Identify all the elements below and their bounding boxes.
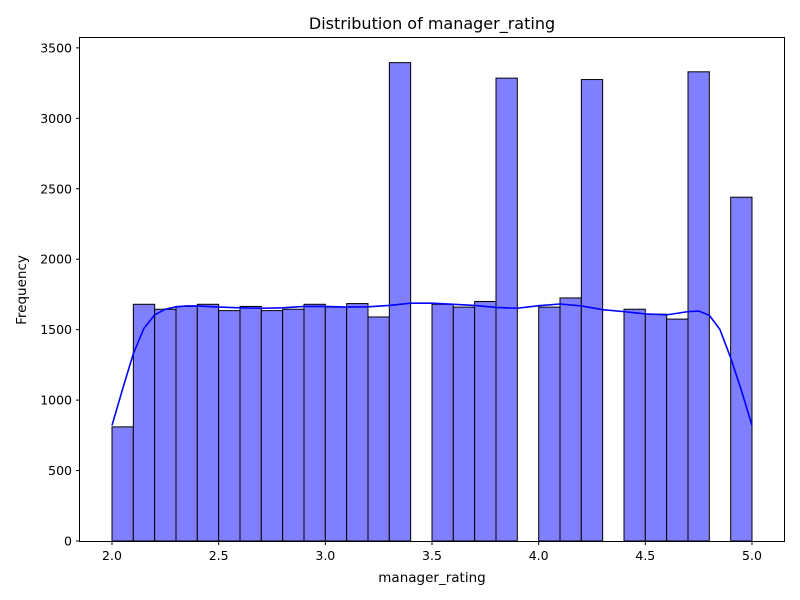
histogram-bar-17 (474, 300, 497, 542)
histogram-bar-11 (346, 303, 369, 542)
histogram-bar-8 (282, 308, 305, 542)
x-axis-label: manager_rating (378, 570, 485, 586)
y-tick-label: 500 (48, 463, 72, 478)
histogram-bar-4 (196, 303, 220, 542)
histogram-bar-24 (623, 308, 646, 542)
kde-curve (111, 302, 753, 426)
y-tick-label: 2500 (40, 181, 72, 196)
y-tick-label: 2000 (40, 252, 72, 267)
histogram-bar-7 (260, 310, 284, 542)
x-tick-label: 4.5 (635, 548, 655, 563)
histogram-bar-20 (538, 306, 561, 542)
y-tick-label: 3000 (40, 111, 72, 126)
histogram-bar-1 (132, 303, 156, 542)
histogram-bar-27 (687, 71, 710, 542)
histogram-bar-2 (154, 308, 177, 542)
y-tick-label: 0 (64, 534, 72, 549)
histogram-bar-21 (559, 297, 582, 542)
y-tick-label: 1500 (40, 322, 72, 337)
x-tick-label: 3.0 (315, 548, 335, 563)
histogram-bar-25 (644, 313, 668, 542)
x-axis-ticks: 2.0 2.5 3.0 3.5 4.0 4.5 5.0 (102, 541, 762, 563)
histogram-bar-3 (175, 305, 198, 542)
histogram-bar-13 (388, 62, 412, 542)
histogram-bar-6 (239, 305, 262, 542)
histogram-bar-15 (431, 303, 454, 542)
chart-title: Distribution of manager_rating (309, 14, 555, 34)
histogram-bar-12 (367, 316, 390, 542)
histogram-bar-26 (666, 318, 689, 542)
x-tick-label: 4.0 (529, 548, 549, 563)
y-axis-label: Frequency (14, 255, 30, 325)
histogram-bar-18 (495, 77, 518, 542)
y-axis-ticks: 0 500 1000 1500 2000 2500 3000 3500 (40, 40, 80, 549)
x-tick-label: 3.5 (422, 548, 442, 563)
x-tick-label: 2.5 (209, 548, 229, 563)
histogram-bar-16 (452, 306, 476, 542)
histogram-bar-0 (111, 426, 134, 542)
x-tick-label: 2.0 (102, 548, 122, 563)
histogram-bar-5 (218, 310, 241, 542)
histogram-bar-22 (580, 79, 604, 542)
histogram-bar-10 (324, 306, 348, 542)
y-tick-label: 3500 (40, 40, 72, 55)
histogram-bar-9 (303, 303, 326, 542)
bars-group (111, 62, 753, 542)
y-tick-label: 1000 (40, 393, 72, 408)
x-tick-label: 5.0 (742, 548, 762, 563)
